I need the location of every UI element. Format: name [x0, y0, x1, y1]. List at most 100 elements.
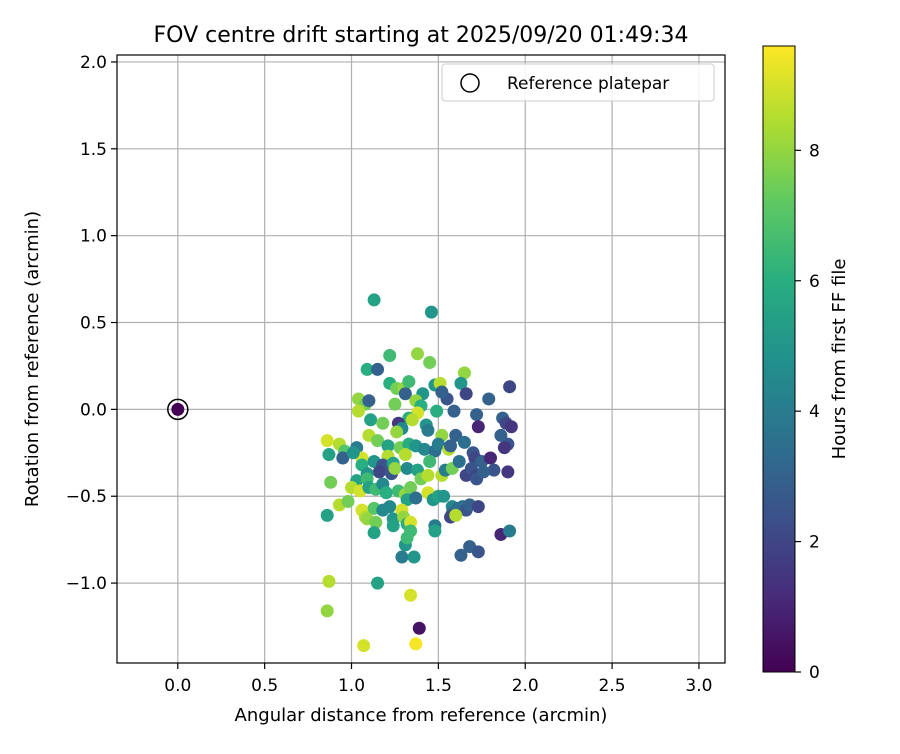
data-point	[411, 347, 425, 361]
data-point	[483, 451, 497, 465]
data-point	[320, 434, 334, 448]
x-axis-label: Angular distance from reference (arcmin)	[235, 705, 608, 726]
data-point	[497, 441, 511, 455]
x-tick-label: 3.0	[685, 676, 712, 696]
data-point	[457, 366, 471, 380]
x-tick-label: 2.5	[599, 676, 626, 696]
data-point	[400, 461, 414, 475]
data-point	[357, 639, 371, 653]
data-point	[381, 439, 395, 453]
data-point	[376, 416, 390, 430]
data-point	[371, 434, 385, 448]
data-point	[400, 531, 414, 545]
data-point	[423, 454, 437, 468]
data-point	[435, 385, 449, 399]
data-point	[449, 428, 463, 442]
x-axis-ticks: 0.0 0.5 1.0 1.5 2.0 2.5 3.0	[164, 663, 712, 696]
data-point	[362, 394, 376, 408]
data-point	[322, 448, 336, 462]
colorbar-label: Hours from first FF file	[829, 259, 850, 460]
data-point	[398, 387, 412, 401]
data-point	[421, 423, 435, 437]
data-point	[360, 362, 374, 376]
data-point	[457, 435, 471, 449]
data-point	[431, 437, 445, 451]
y-tick-label: −1.0	[66, 574, 107, 594]
data-point	[407, 550, 421, 564]
data-point	[470, 408, 484, 422]
x-tick-label: 1.5	[425, 676, 452, 696]
x-tick-label: 0.0	[164, 676, 191, 696]
legend: Reference platepar	[441, 63, 715, 102]
data-point	[383, 349, 397, 363]
data-point	[388, 461, 402, 475]
data-point	[371, 362, 385, 376]
data-point	[383, 500, 397, 514]
data-point	[482, 392, 496, 406]
grid-lines	[117, 55, 725, 663]
data-point	[504, 420, 518, 434]
data-point	[405, 413, 419, 427]
data-point	[447, 404, 461, 418]
data-point	[471, 500, 485, 514]
data-point	[494, 428, 508, 442]
data-point	[322, 574, 336, 588]
colorbar	[762, 45, 796, 673]
data-point	[367, 526, 381, 540]
data-point	[471, 420, 485, 434]
data-point	[379, 486, 393, 500]
data-point	[364, 413, 378, 427]
data-point	[428, 524, 442, 538]
colorbar-tick-label: 4	[809, 402, 820, 422]
data-point	[398, 448, 412, 462]
data-point	[320, 508, 334, 522]
y-tick-label: −0.5	[66, 487, 107, 507]
x-tick-label: 1.0	[338, 676, 365, 696]
y-tick-label: 1.0	[80, 227, 107, 247]
data-point	[454, 376, 468, 390]
data-point	[390, 425, 404, 439]
legend-marker	[460, 73, 480, 93]
data-point	[388, 397, 402, 411]
x-tick-label: 0.5	[251, 676, 278, 696]
y-axis-ticks: −1.0 −0.5 0.0 0.5 1.0 1.5 2.0	[66, 53, 117, 594]
data-point	[471, 545, 485, 559]
y-tick-label: 0.5	[80, 314, 107, 334]
data-point	[346, 446, 360, 460]
data-point	[404, 588, 418, 602]
data-point	[430, 404, 444, 418]
data-point	[487, 463, 501, 477]
x-tick-label: 2.0	[512, 676, 539, 696]
colorbar-ticks: 0 2 4 6 8	[795, 141, 820, 683]
data-point	[402, 375, 416, 389]
y-tick-label: 1.5	[80, 140, 107, 160]
data-point	[449, 508, 463, 522]
data-point	[371, 576, 385, 590]
colorbar-tick-label: 8	[809, 141, 820, 161]
data-point	[459, 387, 473, 401]
data-point	[404, 481, 418, 495]
data-point	[409, 491, 423, 505]
data-point	[437, 489, 451, 503]
data-point	[351, 404, 365, 418]
data-point	[417, 442, 431, 456]
chart-title: FOV centre drift starting at 2025/09/20 …	[154, 23, 689, 48]
colorbar-tick-label: 6	[809, 272, 820, 292]
legend-box	[441, 63, 715, 102]
colorbar-tick-label: 0	[809, 663, 820, 683]
data-point	[367, 293, 381, 307]
data-point	[503, 380, 517, 394]
data-point	[501, 465, 515, 479]
data-point	[423, 355, 437, 369]
data-point	[444, 439, 458, 453]
data-points	[167, 293, 518, 653]
data-point	[336, 451, 350, 465]
data-point	[395, 550, 409, 564]
reference-marker-ring	[167, 398, 189, 421]
data-point	[503, 524, 517, 538]
y-tick-label: 0.0	[80, 400, 107, 420]
data-point	[421, 468, 435, 482]
reference-point	[171, 402, 185, 416]
